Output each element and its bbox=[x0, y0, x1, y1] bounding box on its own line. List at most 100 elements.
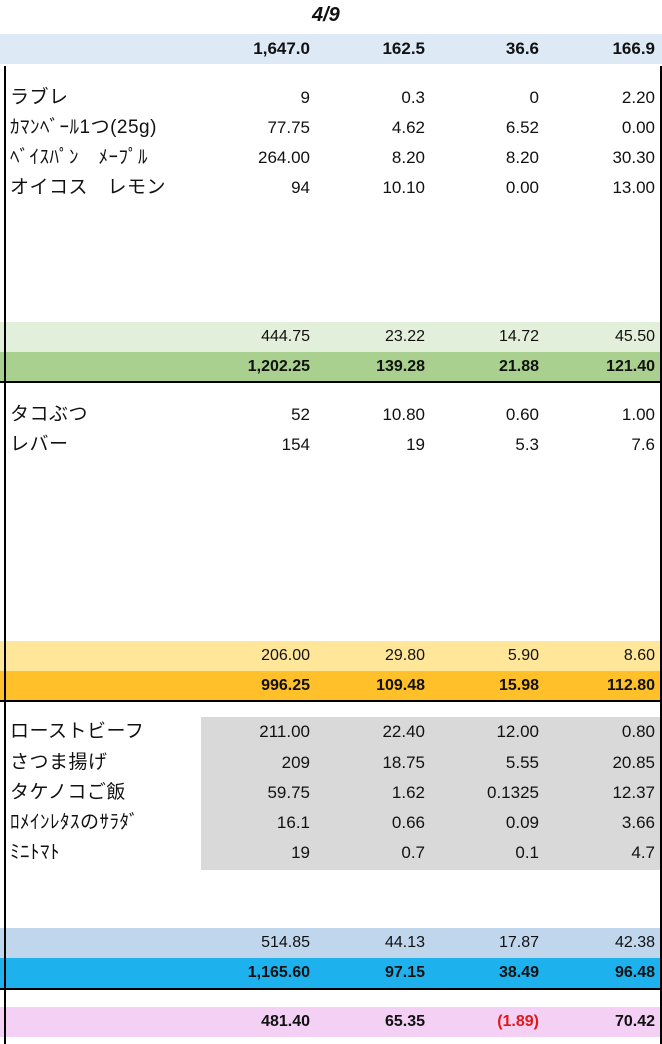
subtotal-protein: 29.80 bbox=[384, 647, 425, 664]
section3-subtotal-row[interactable]: 514.85 44.13 17.87 42.38 bbox=[0, 928, 662, 958]
section3-remaining-row[interactable]: 1,165.60 97.15 38.49 96.48 bbox=[0, 958, 662, 988]
item-calories: 16.1 bbox=[276, 813, 310, 832]
final-balance-row[interactable]: 481.40 65.35 (1.89) 70.42 bbox=[0, 1007, 662, 1037]
left-border-2 bbox=[4, 383, 6, 701]
table-row[interactable]: ﾛﾒｲﾝﾚﾀｽのｻﾗﾀﾞ 16.1 0.66 0.09 3.66 bbox=[0, 808, 662, 838]
item-carbs: 4.7 bbox=[631, 843, 655, 862]
item-fat: 0.00 bbox=[505, 178, 539, 197]
remaining-fat: 38.49 bbox=[498, 964, 539, 981]
subtotal-carbs: 45.50 bbox=[614, 328, 655, 345]
item-protein: 18.75 bbox=[382, 753, 425, 772]
remaining-protein: 97.15 bbox=[384, 964, 425, 981]
section2-subtotal-row[interactable]: 206.00 29.80 5.90 8.60 bbox=[0, 641, 662, 671]
item-calories: 9 bbox=[300, 88, 310, 107]
item-fat: 0.09 bbox=[505, 813, 539, 832]
item-protein: 19 bbox=[406, 435, 425, 454]
item-protein: 22.40 bbox=[382, 722, 425, 741]
section1-subtotal-band bbox=[0, 322, 662, 352]
item-carbs: 12.37 bbox=[612, 783, 655, 802]
section2-subtotal-band bbox=[0, 641, 662, 671]
header-band bbox=[0, 34, 662, 64]
subtotal-carbs: 8.60 bbox=[623, 647, 655, 664]
subtotal-protein: 23.22 bbox=[384, 328, 425, 345]
left-border-4 bbox=[4, 990, 6, 1044]
item-calories: 264.00 bbox=[258, 148, 310, 167]
right-border-1 bbox=[660, 66, 662, 382]
remaining-carbs: 112.80 bbox=[606, 677, 655, 694]
item-protein: 0.66 bbox=[391, 813, 425, 832]
item-protein: 0.3 bbox=[401, 88, 425, 107]
table-row[interactable]: さつま揚げ 209 18.75 5.55 20.85 bbox=[0, 748, 662, 778]
table-row[interactable]: ラブレ 9 0.3 0 2.20 bbox=[0, 83, 662, 113]
header-carbs: 166.9 bbox=[612, 39, 655, 58]
item-name: タコぶつ bbox=[10, 404, 89, 425]
left-border-3 bbox=[4, 702, 6, 988]
item-fat: 0.60 bbox=[505, 405, 539, 424]
subtotal-fat: 17.87 bbox=[498, 934, 539, 951]
table-row[interactable]: オイコス レモン 94 10.10 0.00 13.00 bbox=[0, 173, 662, 203]
divider-1 bbox=[0, 381, 662, 383]
table-row[interactable]: ローストビーフ 211.00 22.40 12.00 0.80 bbox=[0, 717, 662, 747]
item-calories: 211.00 bbox=[259, 722, 310, 741]
subtotal-fat: 5.90 bbox=[507, 647, 539, 664]
remaining-protein: 109.48 bbox=[376, 677, 425, 694]
section1-subtotal-row[interactable]: 444.75 23.22 14.72 45.50 bbox=[0, 322, 662, 352]
item-fat: 8.20 bbox=[505, 148, 539, 167]
item-carbs: 30.30 bbox=[612, 148, 655, 167]
remaining-calories: 1,165.60 bbox=[247, 964, 310, 981]
section1-remaining-row[interactable]: 1,202.25 139.28 21.88 121.40 bbox=[0, 352, 662, 382]
item-name: タケノコご飯 bbox=[10, 782, 126, 803]
remaining-calories: 1,202.25 bbox=[247, 358, 310, 375]
item-calories: 209 bbox=[281, 753, 310, 772]
table-row[interactable]: タコぶつ 52 10.80 0.60 1.00 bbox=[0, 400, 662, 430]
item-name: オイコス レモン bbox=[10, 177, 167, 198]
final-carbs: 70.42 bbox=[614, 1013, 655, 1030]
table-row[interactable]: ﾍﾞｲｽﾊﾟﾝ ﾒｰﾌﾟﾙ 264.00 8.20 8.20 30.30 bbox=[0, 143, 662, 173]
item-calories: 77.75 bbox=[267, 118, 310, 137]
subtotal-calories: 514.85 bbox=[261, 934, 310, 951]
remaining-carbs: 96.48 bbox=[614, 964, 655, 981]
header-protein: 162.5 bbox=[382, 39, 425, 58]
item-name: ﾍﾞｲｽﾊﾟﾝ ﾒｰﾌﾟﾙ bbox=[10, 147, 149, 168]
subtotal-fat: 14.72 bbox=[498, 328, 539, 345]
remaining-protein: 139.28 bbox=[376, 358, 425, 375]
item-fat: 0.1325 bbox=[487, 783, 539, 802]
item-protein: 4.62 bbox=[391, 118, 425, 137]
item-carbs: 3.66 bbox=[621, 813, 655, 832]
table-row[interactable]: ﾐﾆﾄﾏﾄ 19 0.7 0.1 4.7 bbox=[0, 838, 662, 868]
table-row[interactable]: レバー 154 19 5.3 7.6 bbox=[0, 430, 662, 460]
item-protein: 0.7 bbox=[401, 843, 425, 862]
item-carbs: 0.80 bbox=[621, 722, 655, 741]
remaining-calories: 996.25 bbox=[261, 677, 310, 694]
item-name: ﾛﾒｲﾝﾚﾀｽのｻﾗﾀﾞ bbox=[10, 812, 140, 833]
header-totals-row[interactable]: 1,647.0 162.5 36.6 166.9 bbox=[0, 34, 662, 64]
table-row[interactable]: タケノコご飯 59.75 1.62 0.1325 12.37 bbox=[0, 778, 662, 808]
final-fat-negative: (1.89) bbox=[497, 1013, 539, 1030]
left-border-1 bbox=[4, 66, 6, 382]
item-name: ラブレ bbox=[10, 87, 69, 108]
item-carbs: 1.00 bbox=[621, 405, 655, 424]
section2-remaining-row[interactable]: 996.25 109.48 15.98 112.80 bbox=[0, 671, 662, 701]
date-title: 4/9 bbox=[312, 4, 340, 26]
section2-remaining-band bbox=[0, 671, 662, 701]
item-calories: 19 bbox=[291, 843, 310, 862]
final-calories: 481.40 bbox=[261, 1013, 310, 1030]
remaining-fat: 21.88 bbox=[498, 358, 539, 375]
item-protein: 10.80 bbox=[382, 405, 425, 424]
item-calories: 94 bbox=[291, 178, 310, 197]
item-protein: 1.62 bbox=[391, 783, 425, 802]
item-name: さつま揚げ bbox=[10, 752, 108, 773]
item-fat: 6.52 bbox=[505, 118, 539, 137]
item-fat: 5.55 bbox=[505, 753, 539, 772]
remaining-carbs: 121.40 bbox=[606, 358, 655, 375]
item-carbs: 20.85 bbox=[612, 753, 655, 772]
table-row[interactable]: ｶﾏﾝﾍﾞｰﾙ1つ(25g) 77.75 4.62 6.52 0.00 bbox=[0, 113, 662, 143]
final-protein: 65.35 bbox=[384, 1013, 425, 1030]
item-fat: 12.00 bbox=[496, 722, 539, 741]
item-fat: 5.3 bbox=[515, 435, 539, 454]
remaining-fat: 15.98 bbox=[498, 677, 539, 694]
subtotal-calories: 444.75 bbox=[261, 328, 310, 345]
subtotal-carbs: 42.38 bbox=[614, 934, 655, 951]
item-carbs: 7.6 bbox=[631, 435, 655, 454]
final-band bbox=[0, 1007, 662, 1037]
